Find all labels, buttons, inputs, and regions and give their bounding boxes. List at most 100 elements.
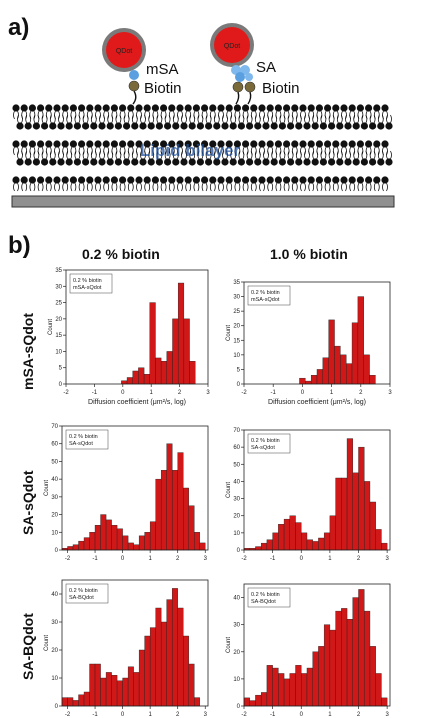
substrate (11, 195, 395, 208)
histogram-bar (83, 691, 90, 707)
histogram-bar (105, 519, 112, 551)
x-tick-label: 0 (121, 556, 125, 562)
histogram-bar (160, 360, 168, 385)
biotin-right-2 (244, 81, 256, 93)
plot-frame (61, 579, 209, 707)
legend-box (65, 429, 109, 450)
histogram-bar (335, 610, 342, 707)
histogram-bar (89, 532, 96, 551)
histogram-bar (299, 377, 306, 385)
histogram-bar (266, 665, 273, 707)
histogram-bar (160, 470, 167, 551)
y-tick-label: 0 (55, 704, 59, 710)
legend-box (247, 285, 291, 306)
histogram-bar (133, 544, 140, 551)
histogram-bar (301, 673, 308, 707)
y-tick-label: 30 (233, 623, 240, 629)
x-tick-label: -1 (270, 556, 276, 562)
plot-frame (243, 583, 391, 707)
histogram-bar (194, 532, 200, 551)
histogram-bar (283, 518, 291, 551)
x-tick-label: 0 (121, 712, 125, 718)
y-tick-label: 30 (55, 284, 62, 290)
panel-a-letter: a) (8, 14, 30, 41)
histogram-bar (364, 610, 371, 707)
histogram-bar (166, 599, 173, 707)
histogram-bar (341, 608, 348, 707)
x-tick-label: 3 (204, 556, 208, 562)
x-tick-label: -1 (271, 390, 277, 396)
histogram-bar (177, 282, 185, 385)
x-tick-label: 2 (357, 556, 361, 562)
y-tick-label: 40 (233, 596, 240, 602)
y-tick-label: 10 (51, 676, 58, 682)
y-axis-label: Count (226, 325, 232, 341)
qdot-left: QDot (102, 28, 146, 72)
histogram-bar (318, 537, 325, 551)
histogram-bar (272, 532, 279, 551)
histogram-bar (381, 542, 388, 551)
histogram-bar (177, 607, 184, 707)
y-tick-label: 20 (51, 648, 58, 654)
y-tick-label: 20 (233, 650, 240, 656)
qdot-right: QDot (210, 23, 254, 67)
histogram-bar (283, 678, 291, 707)
y-tick-label: 50 (233, 462, 240, 468)
histogram-bar (144, 532, 151, 551)
histogram-bar (357, 296, 364, 385)
biotin-left-label: Biotin (144, 80, 182, 97)
x-tick-label: 2 (178, 390, 182, 396)
x-tick-label: -2 (241, 712, 247, 718)
histogram-bar (323, 624, 331, 707)
y-tick-label: 30 (233, 497, 240, 503)
histogram-bar (67, 697, 74, 707)
histogram-bar (100, 677, 107, 707)
histogram-bar (116, 528, 123, 551)
histogram-bar (111, 674, 118, 707)
y-axis-label: Count (44, 635, 50, 651)
histogram-bar (340, 354, 347, 385)
legend-box (65, 583, 109, 604)
histogram-bar (83, 537, 90, 551)
y-tick-label: 0 (237, 704, 241, 710)
x-tick-label: 1 (148, 712, 152, 718)
msa-label: mSA (146, 61, 179, 78)
histogram-bar (301, 532, 308, 551)
legend-text: SA-sQdot (69, 441, 93, 447)
y-tick-label: 20 (55, 317, 62, 323)
legend-box (69, 273, 113, 294)
histogram-bar (78, 540, 85, 551)
x-tick-label: 2 (176, 712, 180, 718)
y-tick-label: 10 (233, 531, 240, 537)
histogram-bar (358, 589, 365, 707)
histogram-bar (121, 380, 128, 385)
histogram-bar (364, 481, 371, 551)
histogram-bar (329, 629, 336, 707)
x-tick-label: 1 (328, 712, 332, 718)
x-tick-label: 2 (359, 390, 363, 396)
plot-frame (243, 429, 391, 551)
histogram-bar (155, 357, 162, 385)
y-tick-label: 10 (233, 677, 240, 683)
histogram-bar (312, 651, 319, 707)
legend-box (247, 433, 291, 454)
histogram-bar (133, 672, 140, 707)
histogram-bar (67, 546, 74, 551)
x-tick-label: 0 (300, 556, 304, 562)
x-tick-label: -2 (241, 390, 247, 396)
histogram-bar (127, 666, 134, 707)
y-tick-label: 40 (233, 479, 240, 485)
y-tick-label: 5 (59, 366, 63, 372)
histogram-bar (260, 542, 268, 551)
membrane-schematic: QDot mSA Biotin QDot SA Biotin Lipid bil… (11, 23, 395, 208)
histogram-bar (346, 438, 353, 551)
histogram-bar (188, 663, 195, 707)
legend-text: 0.2 % biotin (73, 278, 102, 284)
x-tick-label: 1 (148, 556, 152, 562)
histogram-bar (289, 673, 296, 707)
y-tick-label: 60 (51, 442, 58, 448)
histogram-bar (295, 522, 302, 551)
sa-label: SA (256, 59, 276, 76)
